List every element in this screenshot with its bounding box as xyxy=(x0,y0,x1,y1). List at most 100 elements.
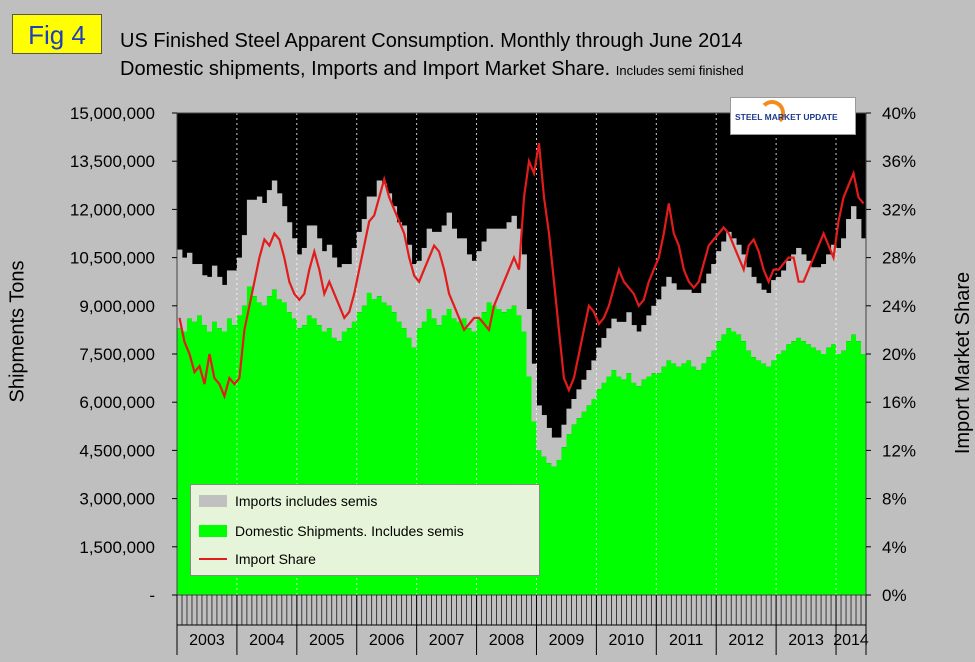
domestic-bar xyxy=(561,447,567,595)
domestic-bar xyxy=(606,376,612,595)
domestic-bar xyxy=(711,350,717,595)
imports-bar xyxy=(836,247,842,354)
imports-bar xyxy=(726,231,732,329)
y-left-tick-label: 13,500,000 xyxy=(70,152,155,171)
imports-bar xyxy=(291,238,298,319)
imports-bar xyxy=(476,251,482,319)
imports-bar xyxy=(651,305,657,374)
domestic-bar xyxy=(381,302,388,595)
domestic-bar xyxy=(316,325,323,595)
domestic-bar xyxy=(271,289,278,595)
domestic-bar xyxy=(201,325,208,595)
domestic-bar xyxy=(361,305,368,595)
imports-bar xyxy=(536,405,542,451)
domestic-bar xyxy=(686,360,692,595)
imports-bar xyxy=(261,202,268,306)
domestic-bar xyxy=(636,386,642,595)
y-left-tick-label: 7,500,000 xyxy=(79,345,155,364)
domestic-bar xyxy=(646,376,652,595)
imports-bar xyxy=(481,241,487,313)
domestic-bar xyxy=(626,373,632,595)
imports-bar xyxy=(771,280,777,361)
y-left-tick-label: 1,500,000 xyxy=(79,538,155,557)
domestic-bar xyxy=(206,331,213,595)
domestic-bar xyxy=(586,405,592,595)
domestic-bar xyxy=(511,305,517,595)
imports-bar xyxy=(381,183,388,303)
domestic-bar xyxy=(716,341,722,595)
domestic-bar xyxy=(186,318,193,595)
domestic-bar xyxy=(726,328,732,595)
steel-market-update-logo: STEEL MARKET UPDATE xyxy=(730,97,856,135)
imports-bar xyxy=(516,228,522,316)
legend-item-domestic: Domestic Shipments. Includes semis xyxy=(199,521,464,541)
domestic-bar xyxy=(751,357,757,595)
imports-bar xyxy=(831,244,837,345)
imports-bar xyxy=(201,275,208,326)
domestic-bar xyxy=(396,321,403,595)
imports-bar xyxy=(801,254,807,342)
domestic-bar xyxy=(471,331,477,595)
imports-bar xyxy=(211,265,218,322)
domestic-bar xyxy=(661,366,667,595)
domestic-bar xyxy=(611,370,617,595)
imports-bar xyxy=(401,225,408,329)
imports-bar xyxy=(751,276,757,358)
imports-bar xyxy=(276,193,283,300)
imports-bar xyxy=(421,247,428,322)
domestic-bar xyxy=(506,309,512,595)
imports-bar xyxy=(626,312,632,374)
imports-bar xyxy=(376,180,383,297)
domestic-bar xyxy=(281,302,288,595)
imports-bar xyxy=(216,276,223,329)
imports-bar xyxy=(491,228,497,306)
imports-bar xyxy=(296,254,303,329)
imports-bar xyxy=(571,398,577,425)
domestic-bar xyxy=(386,305,393,595)
imports-bar xyxy=(786,260,792,345)
imports-bar xyxy=(186,252,193,319)
domestic-bar xyxy=(276,299,283,595)
x-year-label: 2012 xyxy=(728,632,764,649)
imports-bar xyxy=(806,260,812,345)
imports-bar xyxy=(811,267,817,348)
domestic-bar xyxy=(476,318,482,595)
legend-swatch-imports xyxy=(199,495,227,507)
imports-bar xyxy=(781,270,787,351)
domestic-bar xyxy=(781,350,787,595)
imports-bar xyxy=(696,292,702,371)
domestic-bar xyxy=(806,344,812,595)
domestic-bar xyxy=(226,318,233,595)
imports-bar xyxy=(251,199,258,297)
domestic-bar xyxy=(246,286,253,595)
domestic-bar xyxy=(691,366,697,595)
domestic-bar xyxy=(766,366,772,595)
domestic-bar xyxy=(841,350,847,595)
domestic-bar xyxy=(426,309,433,595)
imports-bar xyxy=(606,328,612,377)
imports-bar xyxy=(681,289,687,364)
x-year-label: 2011 xyxy=(669,632,704,649)
y-right-tick-label: 20% xyxy=(882,345,916,364)
domestic-bar xyxy=(741,341,747,595)
domestic-bar xyxy=(177,328,183,595)
domestic-bar xyxy=(191,321,198,595)
legend-item-imports: Imports includes semis xyxy=(199,491,377,511)
import-share-line xyxy=(178,142,865,400)
domestic-bar xyxy=(451,318,457,595)
x-year-label: 2005 xyxy=(309,632,345,649)
domestic-bar xyxy=(566,434,572,595)
imports-bar xyxy=(386,193,393,306)
imports-bar xyxy=(641,325,647,380)
imports-bar xyxy=(711,264,717,351)
domestic-bar xyxy=(301,325,308,595)
imports-bar xyxy=(596,347,602,390)
y-right-tick-label: 8% xyxy=(882,490,907,509)
legend-swatch-share xyxy=(199,558,227,560)
domestic-bar xyxy=(631,382,637,595)
x-year-label: 2003 xyxy=(189,632,225,649)
domestic-bar xyxy=(731,331,737,595)
y-left-tick-label: 15,000,000 xyxy=(70,104,155,123)
imports-bar xyxy=(776,276,782,354)
